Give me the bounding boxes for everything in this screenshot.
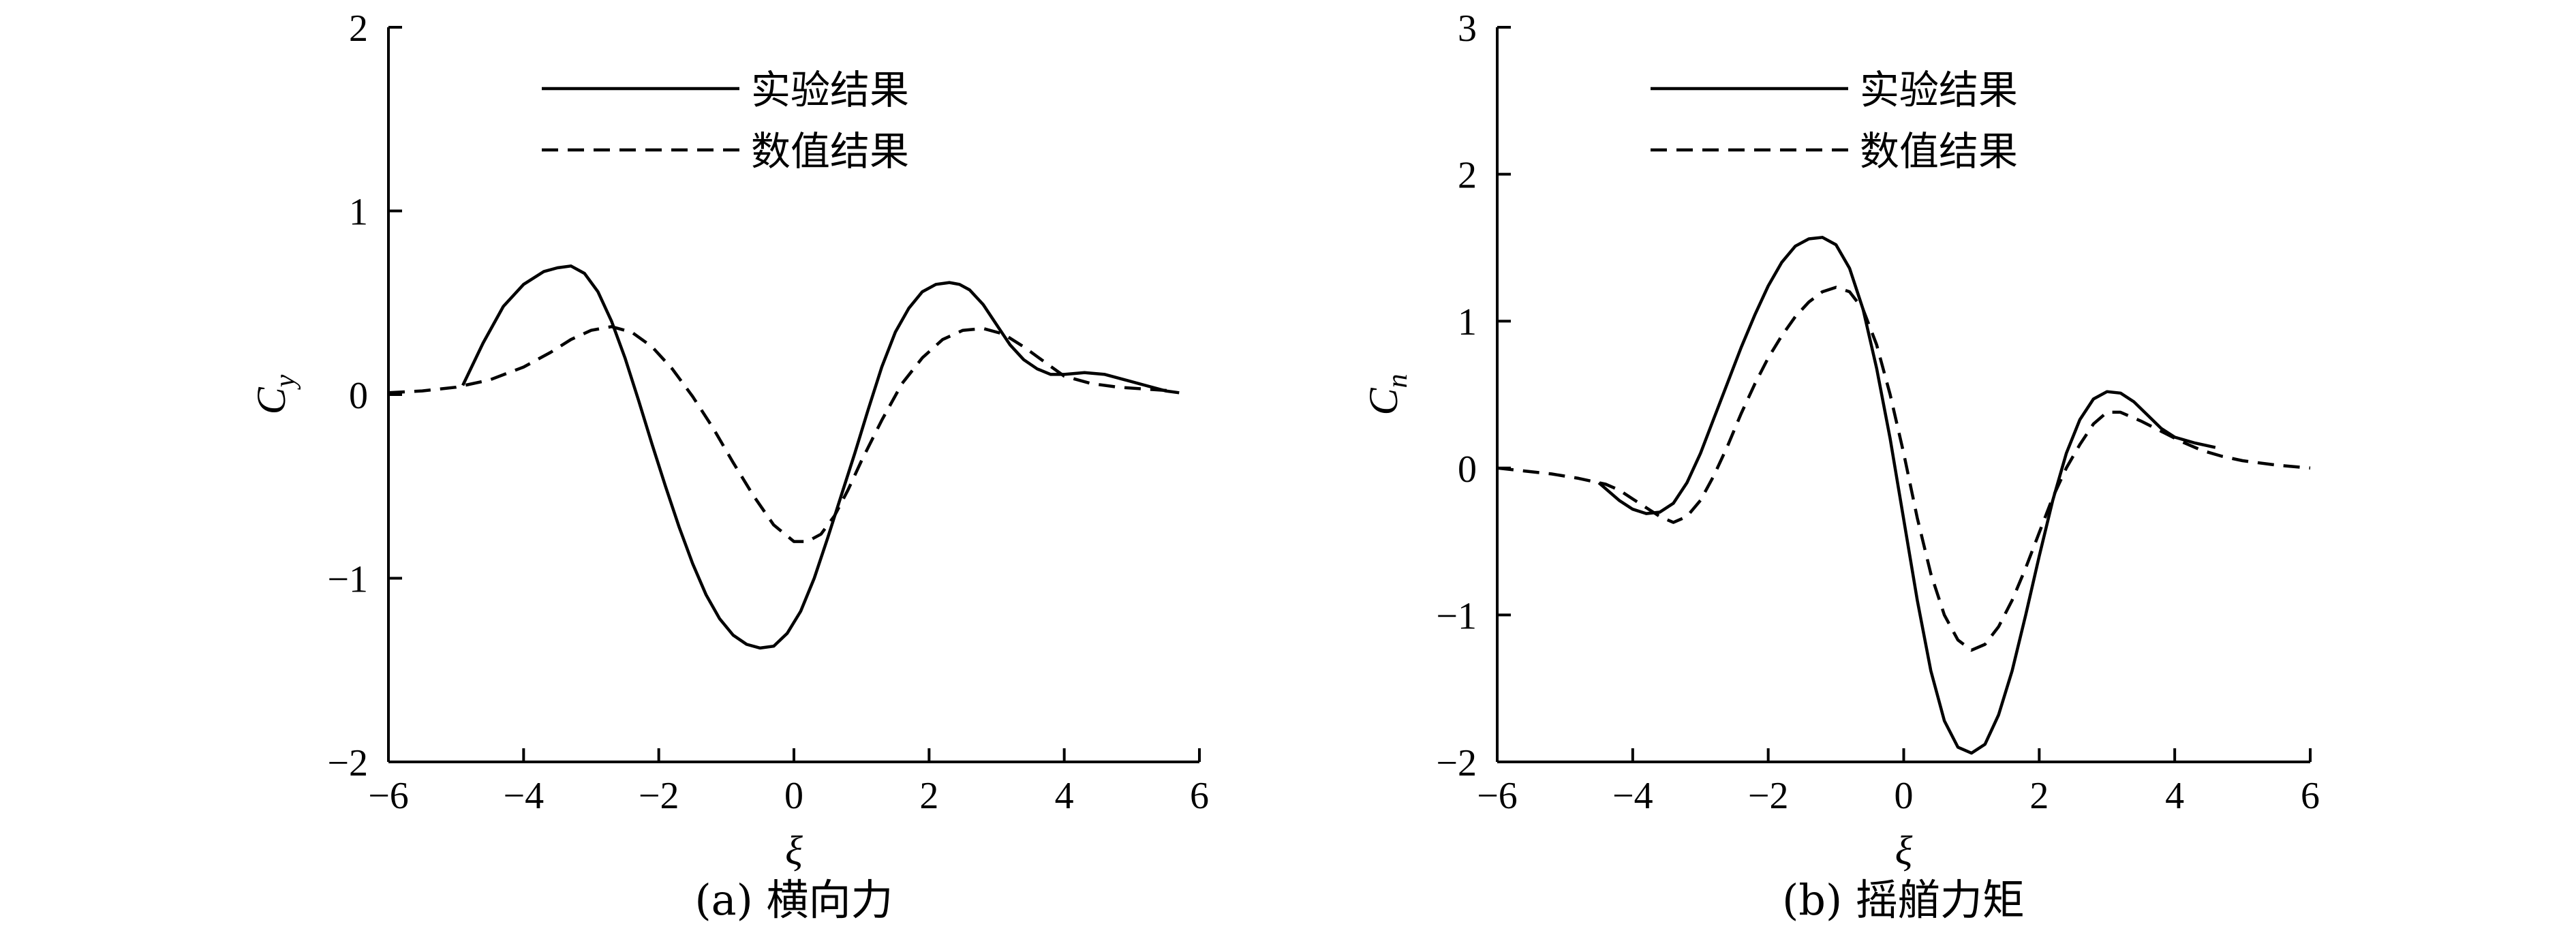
chart-panel-a: −2 −1 0 1 2 −6 −4 −2 0 2 4 6 ξ Cy 实验结果数值结果 (a) 横向力 <box>249 7 1209 925</box>
chart-a-y-tick-label: −2 <box>327 742 368 784</box>
chart-b-x-axis-label: ξ <box>1895 828 1913 873</box>
chart-b-series-numerical <box>1497 286 2311 652</box>
chart-b-x-tick-label: −6 <box>1477 775 1518 817</box>
chart-b-x-tick-label: 2 <box>2029 775 2049 817</box>
chart-a-x-tick-label: 4 <box>1055 775 1074 817</box>
chart-a-legend-label-numerical: 数值结果 <box>751 128 909 174</box>
chart-panel-b: −2 −1 0 1 2 3 −6 −4 −2 0 2 4 6 ξ Cn 实验结果数值结果 (b) 摇艏力矩 <box>1288 0 2576 935</box>
chart-a-series-numerical <box>388 325 1173 543</box>
chart-a-y-tick-label: 1 <box>349 191 368 234</box>
chart-b-x-tick-label: 6 <box>2301 775 2320 817</box>
chart-a-x-axis-label: ξ <box>785 828 803 873</box>
chart-a-y-tick-label: 0 <box>349 375 368 417</box>
chart-a-x-tick-label: −6 <box>368 775 409 817</box>
chart-b-caption: (b) 摇艏力矩 <box>1782 875 2025 925</box>
chart-b-legend-label-experimental: 实验结果 <box>1860 67 2018 113</box>
chart-a-x-tick-label: 6 <box>1190 775 1209 817</box>
chart-a-x-tick-label: 0 <box>784 775 803 817</box>
chart-a-caption: (a) 横向力 <box>694 875 893 925</box>
chart-b-x-tick-label: −2 <box>1748 775 1789 817</box>
chart-a-x-tick-label: 2 <box>919 775 938 817</box>
chart-a-y-axis-label: Cy <box>249 374 301 414</box>
chart-a-y-axis-label-main: C <box>249 386 294 414</box>
chart-a-y-tick-label: −1 <box>327 559 368 601</box>
chart-b-y-axis-label-main: C <box>1361 388 1406 416</box>
chart-b-x-tick-label: 4 <box>2165 775 2184 817</box>
chart-b-legend-label-numerical: 数值结果 <box>1860 128 2018 174</box>
chart-a-series-experimental <box>461 264 1180 650</box>
chart-a-y-axis-label-sub: y <box>270 374 301 390</box>
chart-b-y-tick-label: 2 <box>1458 155 1477 197</box>
chart-a-y-tick-label: 2 <box>349 7 368 50</box>
chart-b-y-tick-label: 0 <box>1458 448 1477 491</box>
chart-b-y-tick-label: −2 <box>1436 742 1477 784</box>
chart-b-y-tick-label: 1 <box>1458 301 1477 343</box>
chart-b-y-tick-label: 3 <box>1458 7 1477 50</box>
chart-a-x-tick-label: −2 <box>639 775 679 817</box>
chart-b-x-tick-label: 0 <box>1895 775 1914 817</box>
chart-b-series-experimental <box>1597 236 2216 755</box>
chart-a-x-tick-label: −4 <box>504 775 545 817</box>
chart-b-y-axis-label-sub: n <box>1382 373 1413 388</box>
chart-a-legend-label-experimental: 实验结果 <box>751 67 909 113</box>
chart-b-y-tick-label: −1 <box>1436 595 1477 637</box>
chart-b-y-axis-label: Cn <box>1361 373 1413 415</box>
chart-b-x-tick-label: −4 <box>1612 775 1653 817</box>
